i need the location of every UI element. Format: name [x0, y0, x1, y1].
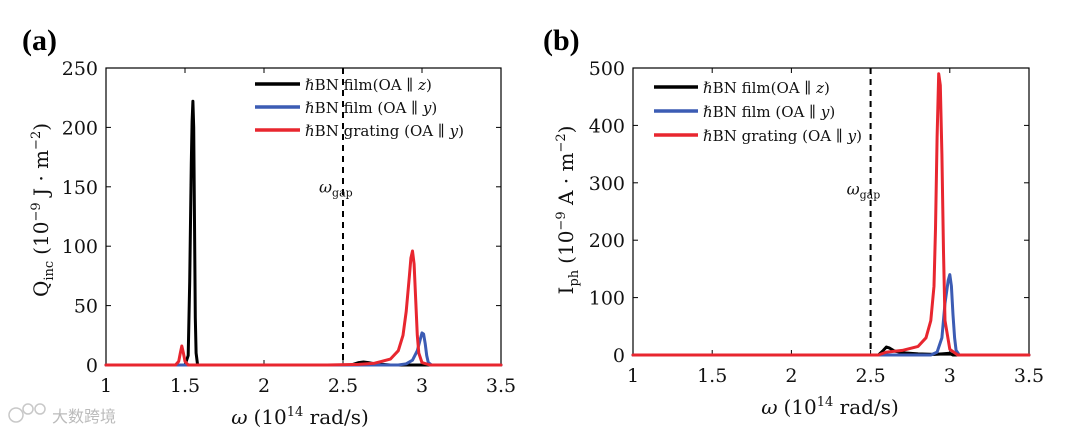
legend-text-b-2: ℏBN grating (OA ∥ y) [703, 127, 862, 145]
legend-a: ℏBN film(OA ∥ z) ℏBN film (OA ∥ y) ℏBN g… [255, 76, 464, 140]
series-line-a-1 [104, 331, 503, 367]
y-tick-label-b-3: 300 [589, 173, 625, 195]
x-tick-label-a-4: 3 [416, 375, 428, 397]
x-tick-label-a-1: 1.5 [170, 375, 200, 397]
y-tick-label-a-0: 0 [86, 355, 98, 377]
legend-text-a-1: ℏBN film (OA ∥ y) [305, 99, 437, 117]
x-tick-label-b-2: 2 [785, 365, 797, 387]
y-tick-label-a-2: 100 [62, 236, 98, 258]
x-tick-label-a-0: 1 [100, 375, 112, 397]
x-tick-label-b-0: 1 [627, 365, 639, 387]
x-axis-title-b: ω (1014 rad/s) [761, 395, 899, 419]
panel-label-b: (b) [543, 24, 580, 57]
legend-text-b-0: ℏBN film(OA ∥ z) [703, 79, 830, 97]
y-tick-label-b-2: 200 [589, 230, 625, 252]
gap-label-a: ωgap [319, 178, 353, 200]
plot-frame-a [105, 67, 502, 366]
legend-text-a-0: ℏBN film(OA ∥ z) [305, 76, 432, 94]
series-line-b-0 [631, 345, 1031, 357]
legend-text-b-1: ℏBN film (OA ∥ y) [703, 103, 835, 121]
y-tick-label-b-5: 500 [589, 58, 625, 80]
chart-panel-b: (b) Iph(10−9 A · m−2) ω (1014 rad/s) 1 1.5… [543, 24, 1044, 419]
series-line-b-2 [631, 72, 1031, 357]
panel-label-a: (a) [22, 24, 57, 57]
y-tick-label-a-1: 50 [74, 296, 98, 318]
x-tick-label-b-1: 1.5 [697, 365, 727, 387]
x-tick-label-b-5: 3.5 [1014, 365, 1044, 387]
y-tick-label-a-3: 150 [62, 177, 98, 199]
legend-b: ℏBN film(OA ∥ z) ℏBN film (OA ∥ y) ℏBN g… [654, 79, 862, 145]
watermark-logo-icon [8, 403, 46, 423]
y-axis-title-b: Iph(10−9 A · m−2) [554, 126, 582, 295]
series-line-a-2 [104, 249, 503, 367]
y-tick-label-a-4: 200 [62, 117, 98, 139]
x-tick-label-b-3: 2.5 [855, 365, 885, 387]
plot-area-b: 1 1.5 2 2.5 3 3.5 0 100 200 300 400 500 ωgap [589, 58, 1044, 387]
legend-entry-b-2: ℏBN grating (OA ∥ y) [654, 127, 862, 145]
x-axis-title-a: ω (1014 rad/s) [231, 405, 369, 429]
legend-entry-a-0: ℏBN film(OA ∥ z) [255, 76, 432, 94]
legend-entry-b-1: ℏBN film (OA ∥ y) [654, 103, 835, 121]
y-tick-label-b-4: 400 [589, 115, 625, 137]
x-tick-label-a-3: 2.5 [328, 375, 358, 397]
chart-panel-a: (a) Qinc(10−9 J · m−2) ω (1014 rad/s) 1 1.… [22, 24, 516, 429]
legend-entry-a-2: ℏBN grating (OA ∥ y) [255, 122, 464, 140]
plot-area-a: 1 1.5 2 2.5 3 3.5 0 50 100 150 200 250 ωgap [62, 58, 516, 397]
series-line-b-1 [631, 273, 1031, 357]
watermark-text: 大数跨境 [52, 407, 116, 426]
legend-entry-b-0: ℏBN film(OA ∥ z) [654, 79, 830, 97]
y-axis-title-a: Qinc(10−9 J · m−2) [29, 123, 57, 297]
x-tick-label-a-2: 2 [258, 375, 270, 397]
series-line-a-0 [104, 99, 503, 367]
watermark: 大数跨境 [8, 403, 116, 426]
x-tick-label-b-4: 3 [944, 365, 956, 387]
legend-text-a-2: ℏBN grating (OA ∥ y) [305, 122, 464, 140]
y-tick-label-a-5: 250 [62, 58, 98, 80]
x-tick-label-a-5: 3.5 [486, 375, 516, 397]
y-tick-label-b-0: 0 [613, 345, 625, 367]
gap-label-b: ωgap [847, 179, 881, 201]
legend-entry-a-1: ℏBN film (OA ∥ y) [255, 99, 437, 117]
y-tick-label-b-1: 100 [589, 288, 625, 310]
